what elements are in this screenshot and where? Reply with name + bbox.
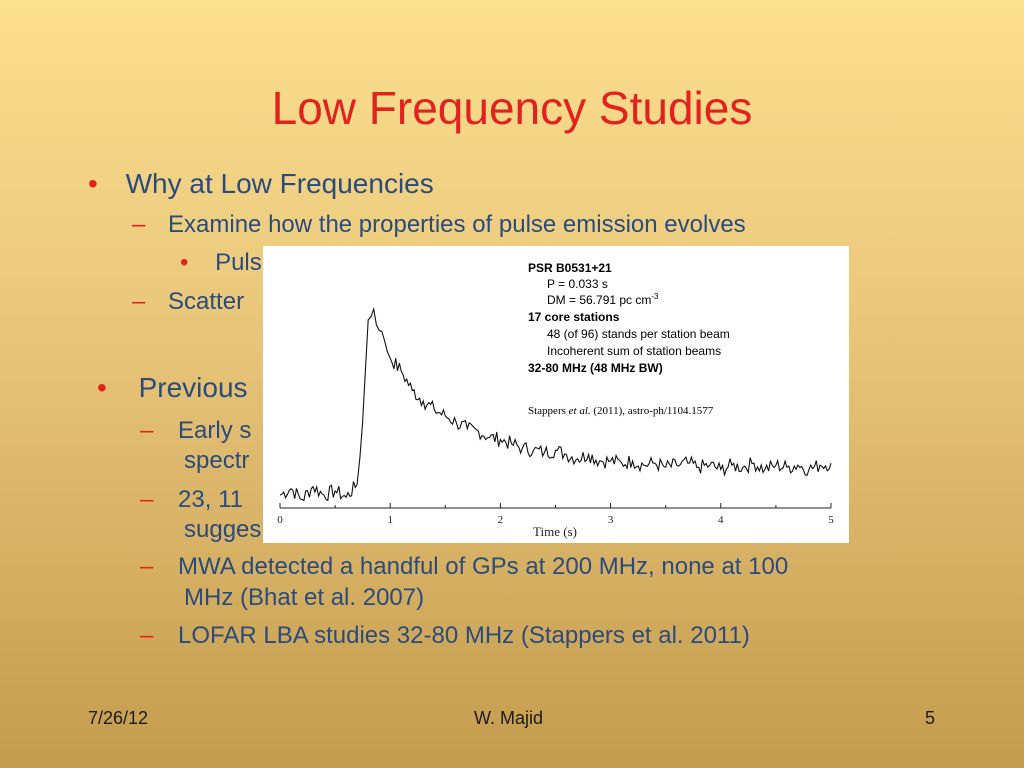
bullet-2-sub-2-text: 23, 11 — [178, 486, 243, 513]
bullet-dot: • — [88, 168, 98, 199]
citation-etal: et al. — [569, 405, 591, 417]
x-tick-label: 2 — [498, 514, 504, 526]
footer-date: 7/26/12 — [88, 708, 149, 728]
bullet-2: • Previous — [97, 372, 248, 404]
bullet-1: • Why at Low Frequencies — [88, 168, 434, 200]
bullet-2-sub-4-text: LOFAR LBA studies 32-80 MHz (Stappers et… — [178, 622, 750, 649]
annotation-period: P = 0.033 s — [547, 277, 608, 291]
bullet-2-sub-3-text: MWA detected a handful of GPs at 200 MHz… — [178, 553, 789, 580]
x-tick-label: 1 — [387, 514, 393, 526]
annotation-stations: 17 core stations — [528, 310, 620, 324]
bullet-1-sub-1-text: Examine how the properties of pulse emis… — [168, 211, 746, 238]
annotation-pulsar: PSR B0531+21 — [528, 261, 612, 275]
citation-rest: (2011), astro-ph/1104.1577 — [591, 405, 714, 417]
pulse-profile-chart: 0 1 2 3 4 5 Time (s) PSR B0531+21 P = 0.033 s… — [277, 261, 834, 539]
x-tick-label: 3 — [608, 514, 614, 526]
bullet-2-text: Previous — [138, 372, 248, 403]
dash-marker: – — [140, 486, 154, 513]
bullet-1-sub-2: – Scatter — [132, 288, 244, 316]
annotation-citation: Stappers et al. (2011), astro-ph/1104.15… — [528, 405, 714, 417]
dash-marker: – — [132, 288, 146, 315]
bullet-1-text: Why at Low Frequencies — [125, 168, 434, 199]
citation-author: Stappers — [528, 405, 569, 417]
bullet-1-sub-1: – Examine how the properties of pulse em… — [132, 211, 746, 239]
dash-marker: – — [140, 553, 154, 580]
bullet-2-sub-3-line-2: MHz (Bhat et al. 2007) — [184, 584, 425, 611]
bullet-2-sub-2: – 23, 11 — [140, 486, 243, 514]
dash-marker: – — [140, 417, 154, 444]
annotation-band: 32-80 MHz (48 MHz BW) — [528, 361, 663, 375]
slide-title: Low Frequency Studies — [271, 82, 753, 134]
footer-page-number: 5 — [925, 708, 936, 728]
bullet-2-sub-1: – Early s — [140, 417, 251, 445]
bullet-dot: • — [180, 249, 189, 276]
bullet-2-sub-4: – LOFAR LBA studies 32-80 MHz (Stappers … — [140, 622, 750, 650]
bullet-2-sub-1-line-2: spectr — [184, 447, 250, 474]
bullet-1-sub-1-sub-1-text: Puls — [215, 249, 262, 276]
bullet-2-sub-3: – MWA detected a handful of GPs at 200 M… — [140, 553, 788, 581]
annotation-dm-exp: -3 — [651, 292, 659, 301]
bullet-dot: • — [97, 372, 107, 403]
x-tick-label: 0 — [277, 514, 283, 526]
bullet-2-sub-1-text: Early s — [178, 417, 252, 444]
footer-author: W. Majid — [474, 708, 544, 728]
x-axis-label: Time (s) — [533, 524, 577, 539]
annotation-sum: Incoherent sum of station beams — [547, 344, 721, 358]
annotation-stands: 48 (of 96) stands per station beam — [547, 327, 730, 341]
bullet-2-sub-2-line-2: sugges — [184, 516, 262, 543]
bullet-1-sub-1-sub-1: • Puls — [180, 249, 262, 277]
x-tick-label: 5 — [828, 514, 834, 526]
dash-marker: – — [132, 211, 146, 238]
x-tick-label: 4 — [718, 514, 724, 526]
annotation-dm: DM = 56.791 pc cm-3 — [547, 292, 659, 307]
dash-marker: – — [140, 622, 154, 649]
pulse-profile-figure: 0 1 2 3 4 5 Time (s) PSR B0531+21 P = 0.033 s… — [263, 246, 849, 543]
pulse-profile-line — [279, 306, 832, 502]
bullet-1-sub-2-text: Scatter — [168, 288, 245, 315]
annotation-dm-text: DM = 56.791 pc cm — [547, 293, 651, 307]
